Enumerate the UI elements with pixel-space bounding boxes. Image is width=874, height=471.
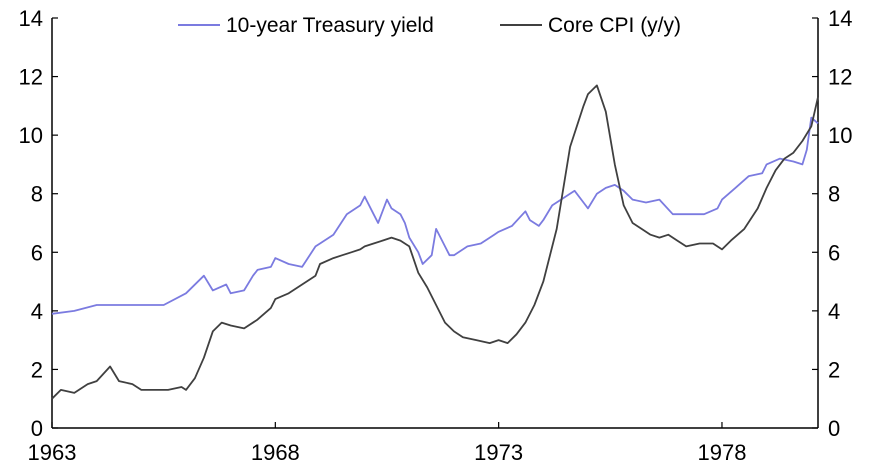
axes xyxy=(51,18,819,429)
y-tick-label-right: 2 xyxy=(828,357,840,382)
x-tick-label: 1978 xyxy=(697,440,746,465)
plot-area xyxy=(51,84,819,400)
legend-label-2: Core CPI (y/y) xyxy=(548,14,681,37)
series-line-2 xyxy=(51,84,819,400)
tick-labels: 0 0 2 2 4 4 6 6 8 8 10 10 12 12 14 14 1963 1968 1973 1978 xyxy=(19,6,853,465)
series-line-1 xyxy=(51,116,819,315)
y-tick-label-left: 8 xyxy=(31,182,43,207)
legend-label-1: 10-year Treasury yield xyxy=(226,14,434,37)
y-tick-label-right: 8 xyxy=(828,182,840,207)
y-tick-label-left: 0 xyxy=(31,416,43,441)
y-tick-label-left: 12 xyxy=(19,65,43,90)
x-tick-label: 1968 xyxy=(251,440,300,465)
legend: 10-year Treasury yield Core CPI (y/y) xyxy=(178,14,681,37)
y-tick-label-left: 2 xyxy=(31,357,43,382)
y-tick-label-right: 10 xyxy=(828,123,852,148)
y-tick-label-right: 0 xyxy=(828,416,840,441)
y-tick-label-left: 4 xyxy=(31,299,43,324)
y-tick-label-right: 6 xyxy=(828,240,840,265)
tick-marks xyxy=(51,17,818,429)
y-tick-label-right: 4 xyxy=(828,299,840,324)
x-tick-label: 1963 xyxy=(28,440,77,465)
y-tick-label-right: 12 xyxy=(828,65,852,90)
y-tick-label-left: 6 xyxy=(31,240,43,265)
x-tick-label: 1973 xyxy=(474,440,523,465)
y-tick-label-left: 14 xyxy=(19,6,43,31)
y-tick-label-left: 10 xyxy=(19,123,43,148)
y-tick-label-right: 14 xyxy=(828,6,852,31)
